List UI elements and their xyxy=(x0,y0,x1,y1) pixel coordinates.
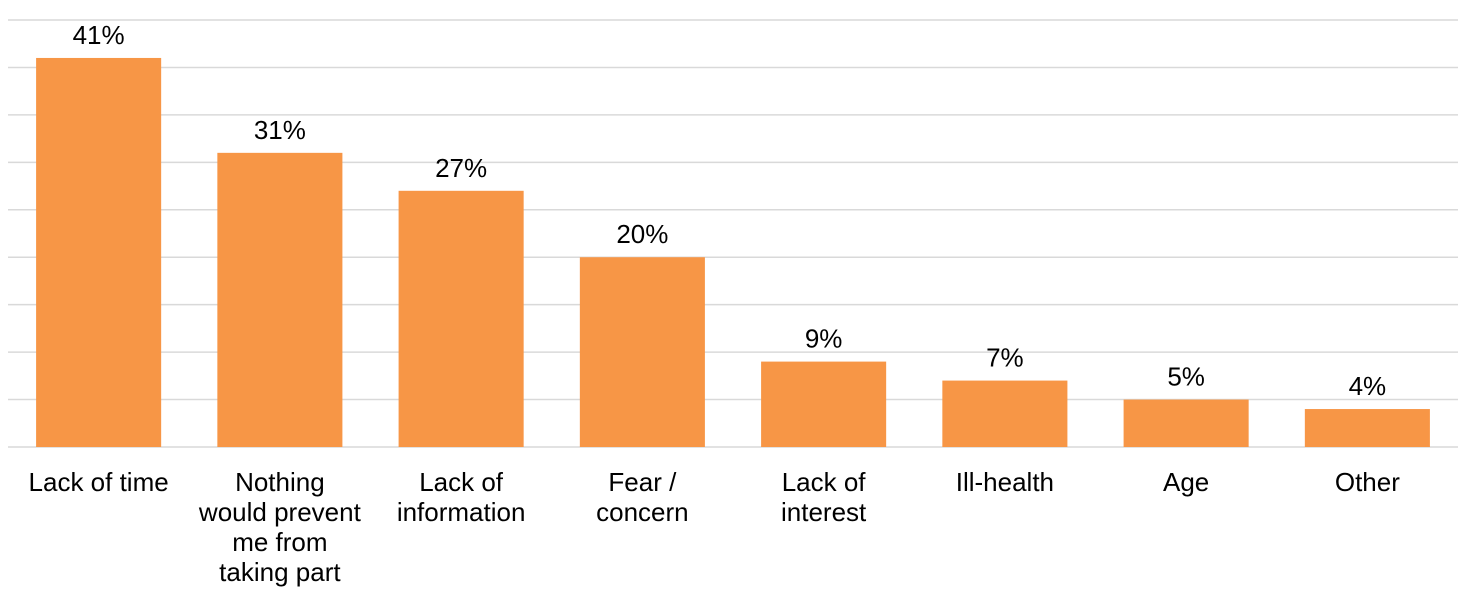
category-label-line: interest xyxy=(781,497,867,527)
data-label: 31% xyxy=(254,115,306,145)
data-label: 41% xyxy=(73,20,125,50)
category-label-line: Fear / xyxy=(608,467,677,497)
category-label-line: information xyxy=(397,497,526,527)
bar xyxy=(942,380,1068,447)
bar xyxy=(217,152,343,447)
category-label: Age xyxy=(1163,467,1209,497)
category-label-line: Nothing xyxy=(235,467,325,497)
data-label: 20% xyxy=(616,219,668,249)
category-label-line: would prevent xyxy=(198,497,362,527)
category-label: Fear / concern xyxy=(596,467,689,527)
data-label: 5% xyxy=(1167,362,1205,392)
bar xyxy=(36,57,162,447)
bar xyxy=(398,190,524,448)
category-label-line: concern xyxy=(596,497,689,527)
bar xyxy=(1304,409,1430,447)
category-label: Other xyxy=(1335,467,1400,497)
data-label: 4% xyxy=(1349,371,1387,401)
category-label: Lack of information xyxy=(397,467,526,527)
category-label-line: me from xyxy=(232,527,327,557)
data-label: 27% xyxy=(435,153,487,183)
data-label: 7% xyxy=(986,343,1024,373)
category-label-line: Other xyxy=(1335,467,1400,497)
category-label-line: taking part xyxy=(219,557,341,587)
category-label-line: Lack of xyxy=(419,467,504,497)
bar xyxy=(1123,399,1249,447)
data-labels: 41% 31% 27% 20% 9% 7% 5% 4% xyxy=(73,20,1387,401)
bars xyxy=(36,57,1430,448)
category-label-line: Lack of time xyxy=(29,467,169,497)
bar xyxy=(579,257,705,447)
category-label: Ill-health xyxy=(956,467,1054,497)
data-label: 9% xyxy=(805,324,843,354)
category-label: Lack of interest xyxy=(781,467,867,527)
bar xyxy=(761,361,887,447)
category-label-line: Ill-health xyxy=(956,467,1054,497)
category-label: Lack of time xyxy=(29,467,169,497)
category-label-line: Lack of xyxy=(782,467,867,497)
category-axis-labels: Lack of time Nothing would prevent me from t… xyxy=(29,467,1401,587)
category-label: Nothing would prevent me from taking part xyxy=(198,467,362,587)
category-label-line: Age xyxy=(1163,467,1209,497)
